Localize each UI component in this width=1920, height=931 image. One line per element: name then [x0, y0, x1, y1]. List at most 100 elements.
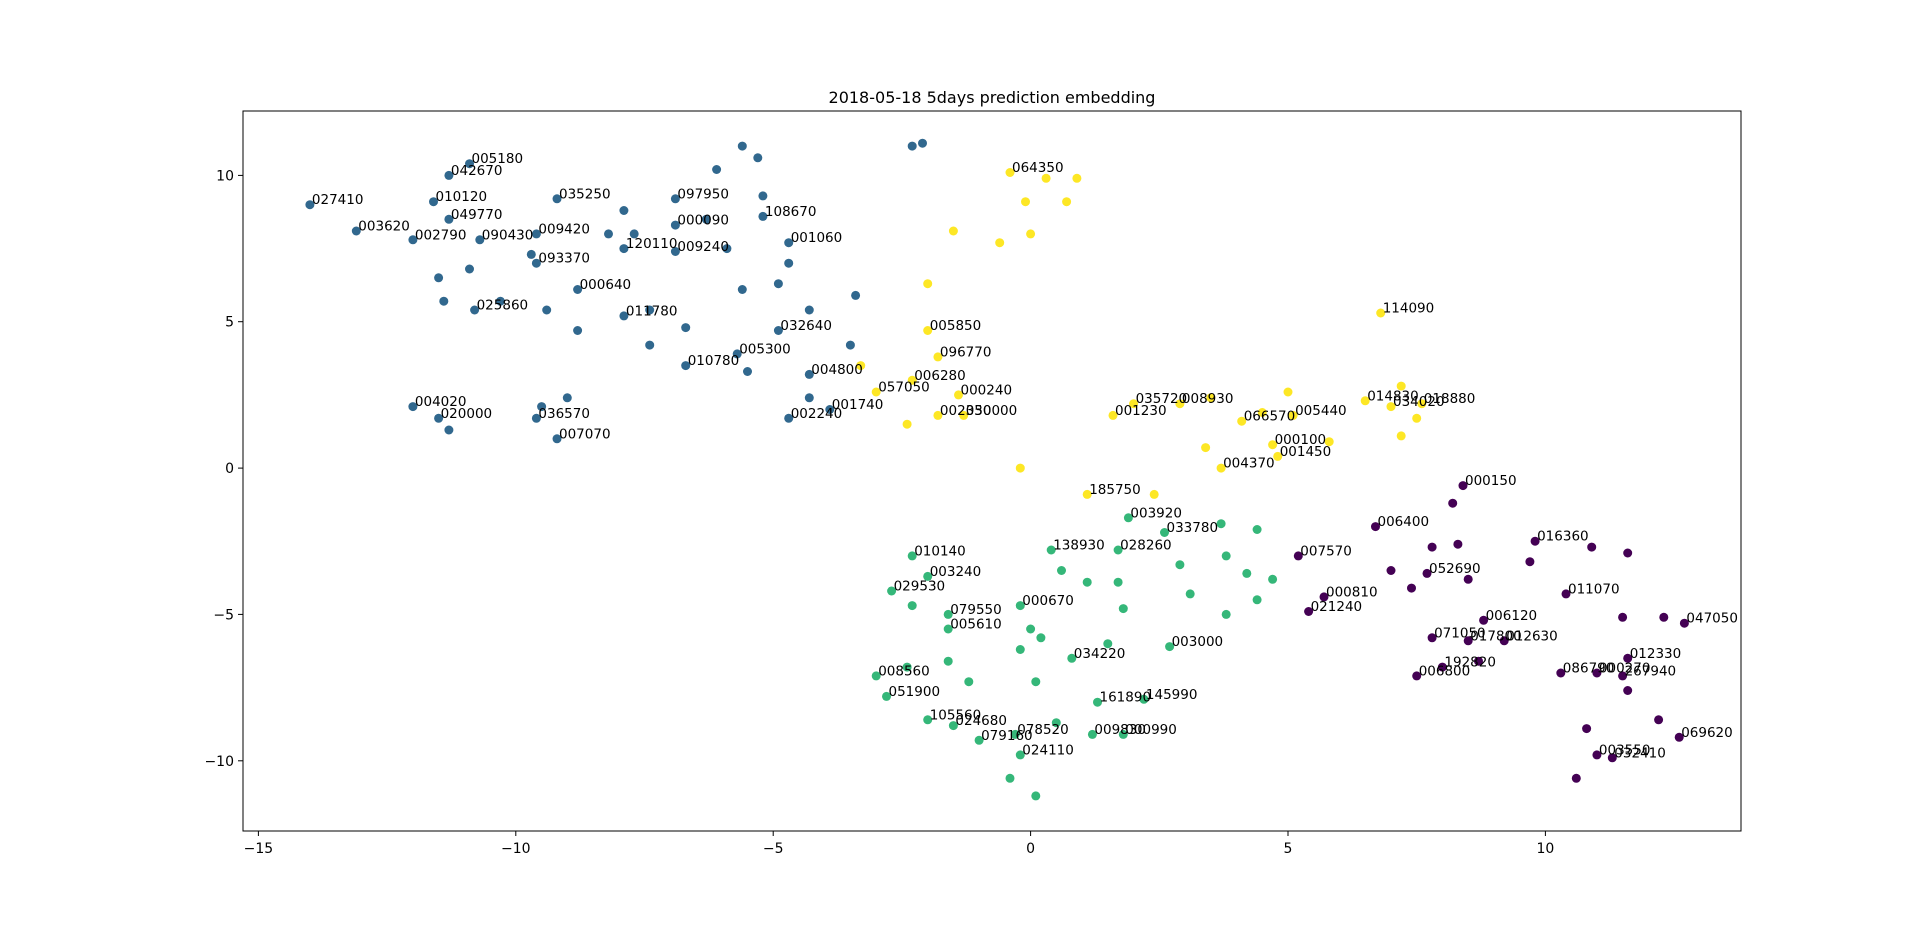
- data-point: [434, 413, 444, 423]
- data-point: [856, 361, 866, 371]
- data-point: [1175, 560, 1185, 570]
- data-point: [1679, 618, 1689, 628]
- point-label: 018880: [1424, 391, 1476, 407]
- data-point: [1005, 773, 1015, 783]
- x-axis: −15 −10 −5 0 5 10: [244, 831, 1554, 857]
- data-point: [444, 425, 454, 435]
- data-point: [1123, 513, 1133, 523]
- y-tick-label: 5: [225, 315, 234, 331]
- data-point: [1463, 574, 1473, 584]
- data-point: [1427, 542, 1437, 552]
- data-point: [1304, 607, 1314, 616]
- data-point: [902, 662, 912, 672]
- point-label: 010780: [688, 353, 740, 369]
- data-point: [948, 226, 958, 236]
- x-tick-label: 5: [1284, 841, 1293, 857]
- data-point: [1103, 639, 1113, 649]
- data-point: [784, 238, 794, 248]
- data-point: [1237, 416, 1247, 426]
- data-point: [1654, 715, 1664, 725]
- data-point: [1618, 671, 1628, 681]
- point-label: 120110: [626, 236, 678, 252]
- data-point: [1165, 642, 1175, 652]
- data-point: [1427, 633, 1437, 643]
- data-point: [495, 296, 505, 306]
- data-point: [1072, 173, 1082, 183]
- point-label: 108670: [765, 204, 817, 220]
- data-point: [465, 264, 474, 274]
- point-label: 003550: [1599, 742, 1651, 758]
- data-point: [1139, 694, 1149, 704]
- data-point: [619, 244, 629, 254]
- data-point: [825, 405, 835, 414]
- point-label: 033780: [1167, 520, 1219, 536]
- data-point: [408, 402, 418, 412]
- data-point: [943, 609, 953, 619]
- data-point: [943, 624, 953, 634]
- data-point: [1396, 431, 1406, 441]
- data-point: [629, 229, 639, 239]
- data-point: [1015, 463, 1025, 473]
- point-label: 000810: [1326, 584, 1378, 600]
- data-point: [1273, 451, 1283, 461]
- data-point: [1026, 624, 1036, 634]
- point-label: 051900: [889, 684, 941, 700]
- point-label: 009240: [677, 239, 729, 255]
- data-point: [542, 305, 552, 315]
- data-point: [902, 419, 912, 429]
- point-label: 000240: [961, 382, 1013, 398]
- point-label: 000670: [1022, 593, 1074, 609]
- point-label: 011780: [626, 303, 678, 319]
- data-point: [1051, 718, 1061, 728]
- data-point: [1036, 633, 1046, 643]
- point-label: 145990: [1146, 687, 1198, 703]
- data-point: [1252, 595, 1262, 605]
- data-point: [444, 214, 454, 224]
- data-point: [1005, 168, 1015, 177]
- point-label: 000270: [1599, 661, 1651, 677]
- data-point: [1556, 668, 1566, 678]
- data-point: [1252, 525, 1262, 534]
- data-point: [1474, 656, 1483, 666]
- point-label: 004800: [811, 362, 863, 378]
- data-point: [434, 273, 444, 283]
- data-point: [1623, 548, 1633, 558]
- point-label: 036570: [538, 406, 590, 422]
- data-point: [1453, 539, 1463, 549]
- point-label: 008930: [1182, 391, 1234, 407]
- data-point: [1582, 724, 1592, 734]
- point-label: 000990: [1125, 722, 1177, 738]
- data-point: [1288, 410, 1298, 420]
- data-point: [1216, 519, 1226, 529]
- point-label: 042670: [451, 163, 503, 179]
- point-label: 078520: [1017, 722, 1069, 738]
- data-point: [1175, 399, 1185, 409]
- point-label: 021240: [1311, 599, 1363, 615]
- data-point: [758, 211, 768, 221]
- data-point: [974, 735, 984, 745]
- data-point: [1216, 463, 1226, 473]
- y-tick-label: 0: [225, 461, 234, 477]
- data-point: [804, 369, 814, 379]
- point-label: 001450: [1280, 444, 1332, 460]
- data-point: [573, 285, 583, 294]
- data-point: [1360, 396, 1370, 406]
- data-point: [475, 235, 485, 245]
- data-point: [923, 571, 933, 581]
- data-point: [670, 220, 680, 230]
- point-label: 010120: [436, 189, 488, 205]
- data-point: [758, 191, 768, 201]
- data-point: [1015, 601, 1025, 611]
- point-label: 003240: [930, 564, 982, 580]
- data-point: [1113, 577, 1123, 587]
- data-point: [408, 235, 418, 245]
- data-point: [871, 387, 881, 397]
- data-point: [1319, 592, 1329, 602]
- data-point: [1463, 636, 1473, 646]
- points-layer: [305, 138, 1689, 801]
- data-point: [645, 340, 655, 350]
- data-point: [964, 677, 974, 687]
